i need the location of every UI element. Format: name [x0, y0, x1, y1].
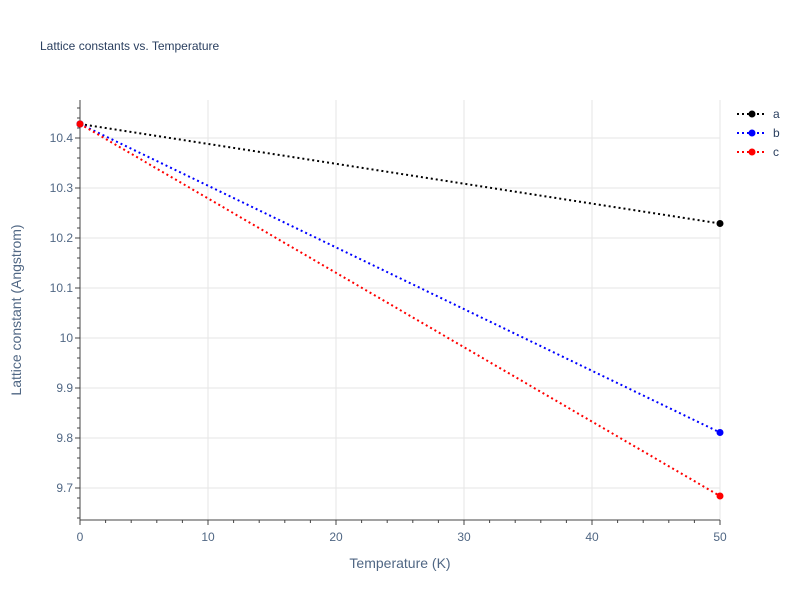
series-lines [76, 120, 724, 500]
data-point-c[interactable] [716, 492, 724, 500]
legend-marker-b [748, 129, 756, 137]
chart-title: Lattice constants vs. Temperature [40, 39, 220, 53]
y-tick-label: 9.9 [56, 381, 73, 395]
x-tick-label: 0 [77, 530, 84, 544]
legend[interactable]: abc [737, 107, 780, 159]
series-line-c [79, 123, 721, 497]
data-point-a[interactable] [716, 220, 724, 227]
legend-label-c: c [773, 145, 779, 159]
data-point-b[interactable] [716, 429, 724, 436]
x-tick-label: 20 [329, 530, 343, 544]
data-point-c[interactable] [76, 120, 84, 128]
y-tick-label: 10.4 [50, 131, 74, 145]
y-tick-label: 10.3 [50, 181, 74, 195]
y-axis-label: Lattice constant (Angstrom) [8, 224, 24, 395]
axes: 0 10 20 30 40 50 9.7 9.8 9.9 10 10.1 10.2 10.3 10.4 [50, 100, 727, 544]
y-tick-label: 10 [60, 331, 74, 345]
series-line-b [79, 123, 721, 434]
series-c [76, 120, 724, 500]
y-tick-label: 9.8 [56, 431, 73, 445]
x-tick-label: 40 [585, 530, 599, 544]
legend-item-b[interactable]: b [737, 126, 780, 140]
grid [80, 100, 721, 520]
legend-item-a[interactable]: a [737, 107, 780, 121]
legend-label-a: a [773, 107, 780, 121]
legend-label-b: b [773, 126, 780, 140]
x-tick-label: 30 [457, 530, 471, 544]
x-tick-label: 50 [713, 530, 727, 544]
legend-marker-c [748, 148, 756, 156]
y-tick-label: 10.2 [50, 231, 74, 245]
legend-item-c[interactable]: c [737, 145, 779, 159]
y-tick-label: 10.1 [50, 281, 74, 295]
x-axis-label: Temperature (K) [349, 555, 450, 571]
legend-marker-a [748, 110, 756, 118]
x-tick-label: 10 [201, 530, 215, 544]
y-tick-label: 9.7 [56, 481, 73, 495]
